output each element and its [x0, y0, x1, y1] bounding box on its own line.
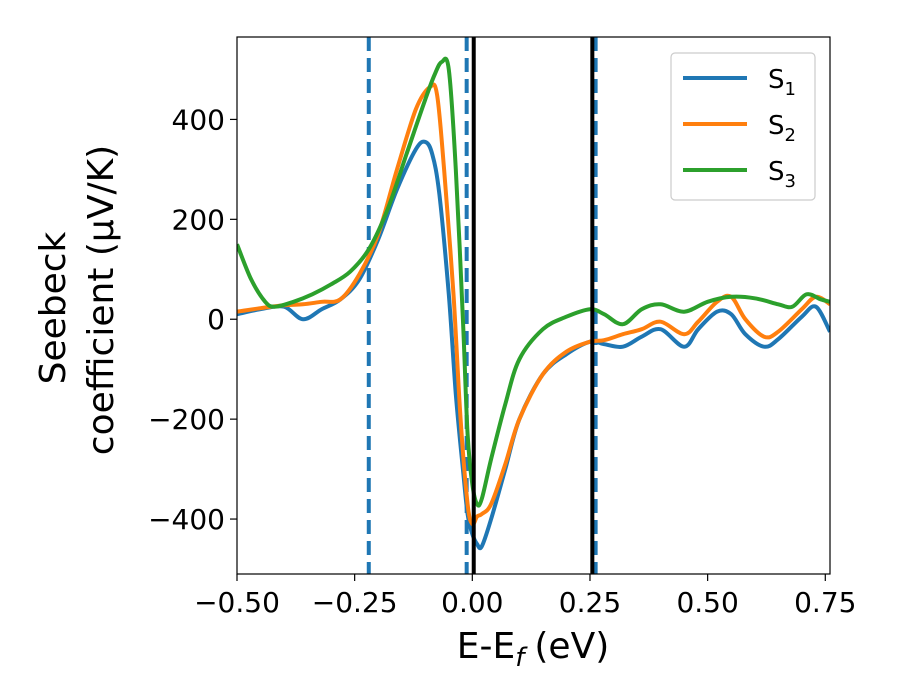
- x-tick-label: 0.25: [559, 586, 621, 619]
- legend-label-s1: S1: [768, 65, 796, 100]
- legend-label-s2: S2: [768, 111, 796, 146]
- y-axis-label: Seebeck coefficient (μV/K): [33, 145, 122, 455]
- axes: [236, 36, 831, 575]
- y-tick-label: 0: [207, 303, 225, 336]
- y-axis-label-line2: coefficient (μV/K): [81, 145, 122, 455]
- x-axis-label-unit: (eV): [534, 626, 609, 667]
- x-tick-label: 0.00: [441, 586, 503, 619]
- legend-label-s3: S3: [768, 157, 796, 192]
- y-tick-label: 200: [172, 203, 225, 236]
- x-tick-label: −0.50: [194, 586, 280, 619]
- x-axis-label: E-Ef (eV): [457, 626, 610, 673]
- x-tick-label: 0.75: [794, 586, 856, 619]
- series-line-s1: [237, 139, 830, 551]
- x-axis-label-main: E-E: [457, 626, 515, 667]
- x-axis-label-sub: f: [515, 643, 528, 673]
- ticks: −0.50 −0.25 0.00 0.25 0.50 0.75 −400 −200 0 200 40…: [148, 103, 856, 619]
- x-tick-label: −0.25: [312, 586, 398, 619]
- y-axis-label-line1: Seebeck: [33, 231, 74, 384]
- y-tick-label: 400: [172, 103, 225, 136]
- y-tick-label: −400: [148, 503, 225, 536]
- legend-box: [670, 52, 816, 201]
- plot-frame: [236, 36, 831, 575]
- legend: S1 S2 S3: [670, 52, 816, 201]
- y-tick-label: −200: [148, 403, 225, 436]
- series-layer: [237, 37, 830, 574]
- series-line-s3: [237, 56, 830, 508]
- x-tick-label: 0.50: [676, 586, 738, 619]
